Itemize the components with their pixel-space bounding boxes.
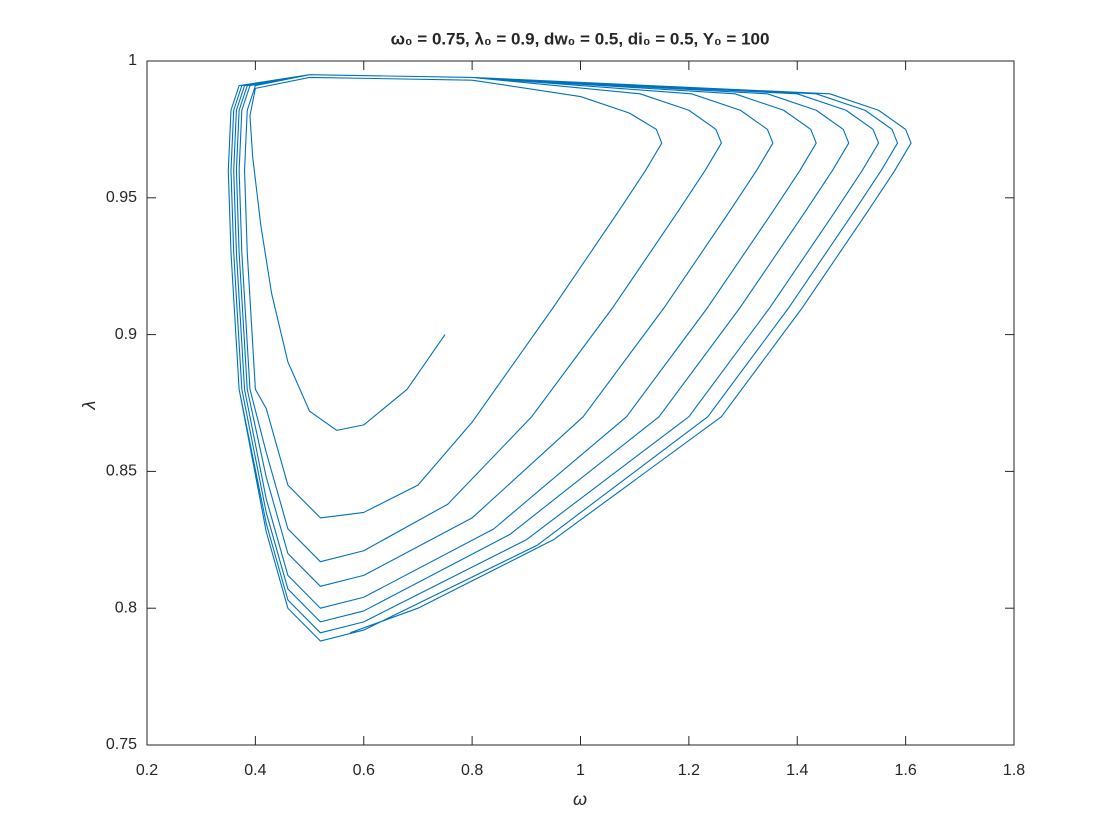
x-tick-label: 1.6: [895, 762, 917, 779]
trajectory-line: [227, 74, 912, 642]
x-tick-label: 0.4: [244, 762, 266, 779]
y-tick-label: 0.75: [106, 736, 137, 753]
plot-box: [146, 60, 1015, 746]
x-tick-label: 0.8: [461, 762, 483, 779]
x-tick-label: 1: [576, 762, 585, 779]
y-tick-label: 1: [128, 52, 137, 69]
x-tick-label: 0.2: [136, 762, 158, 779]
x-tick-label: 1.8: [1003, 762, 1025, 779]
y-tick-label: 0.9: [115, 326, 137, 343]
chart-title: ω₀ = 0.75, λ₀ = 0.9, dw₀ = 0.5, di₀ = 0.…: [391, 29, 770, 48]
y-axis-label: λ: [79, 401, 99, 411]
y-tick-label: 0.95: [106, 189, 137, 206]
y-tick-label: 0.8: [115, 599, 137, 616]
x-axis-label: ω: [573, 789, 587, 809]
y-tick-label: 0.85: [106, 463, 137, 480]
x-tick-label: 0.6: [353, 762, 375, 779]
x-tick-label: 1.4: [786, 762, 808, 779]
x-tick-label: 1.2: [678, 762, 700, 779]
